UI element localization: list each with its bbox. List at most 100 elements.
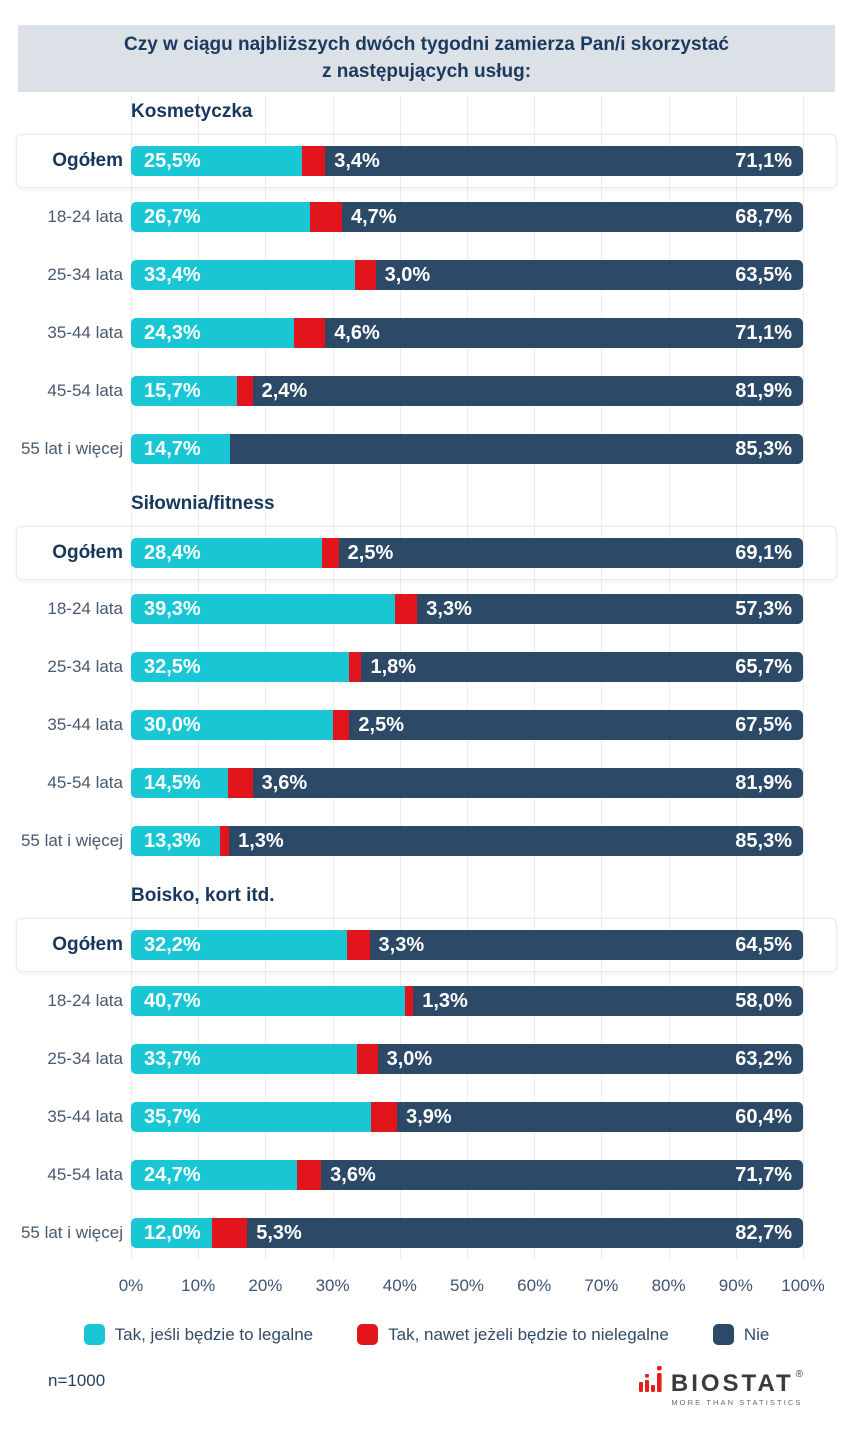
bar-value-yes-legal: 28,4% bbox=[144, 542, 201, 564]
legend-item: Nie bbox=[712, 1324, 770, 1345]
bar-segment-yes-legal: 32,2% bbox=[131, 930, 348, 960]
row-label: Ogółem bbox=[52, 934, 123, 955]
row-label: 18-24 lata bbox=[47, 207, 123, 226]
chart-row: 25-34 lata 32,5% 1,8% 65,7% bbox=[0, 652, 853, 682]
row-label: 45-54 lata bbox=[47, 381, 123, 400]
bar-segment-no: 3,0% 63,2% bbox=[377, 1044, 803, 1074]
stacked-bar: 26,7% 4,7% 68,7% bbox=[131, 202, 803, 232]
bar-segment-yes-legal: 32,5% bbox=[131, 652, 350, 682]
axis-tick-label: 70% bbox=[584, 1276, 619, 1295]
bar-segment-yes-legal: 12,0% bbox=[131, 1218, 212, 1248]
bar-value-yes-legal: 26,7% bbox=[144, 206, 201, 228]
bar-value-no: 85,3% bbox=[735, 438, 792, 460]
bar-segment-yes-legal: 24,7% bbox=[131, 1160, 297, 1190]
bar-track: 35,7% 3,9% 60,4% bbox=[131, 1102, 803, 1132]
bar-value-yes-illegal: 1,8% bbox=[370, 656, 417, 678]
chart-sections: Kosmetyczka Ogółem 25,5% 3,4% 71,1% 18-24 lat… bbox=[0, 100, 853, 1248]
bar-track: 14,5% 3,6% 81,9% bbox=[131, 768, 803, 798]
bar-value-yes-illegal: 3,0% bbox=[386, 1048, 433, 1070]
bar-segment-no: 3,4% 71,1% bbox=[325, 146, 803, 176]
row-label: 35-44 lata bbox=[47, 323, 123, 342]
bar-segment-no: 1,3% 58,0% bbox=[413, 986, 803, 1016]
bar-value-no: 71,1% bbox=[735, 322, 792, 344]
stacked-bar: 33,7% 3,0% 63,2% bbox=[131, 1044, 803, 1074]
chart-row: 45-54 lata 24,7% 3,6% 71,7% bbox=[0, 1160, 853, 1190]
bar-value-no: 65,7% bbox=[735, 656, 792, 678]
bar-track: 40,7% 1,3% 58,0% bbox=[131, 986, 803, 1016]
bar-track: 24,7% 3,6% 71,7% bbox=[131, 1160, 803, 1190]
bar-value-yes-illegal: 1,3% bbox=[422, 990, 468, 1012]
bar-segment-yes-illegal bbox=[211, 1218, 248, 1248]
bar-value-yes-legal: 12,0% bbox=[144, 1222, 201, 1244]
axis-tick-label: 20% bbox=[248, 1276, 283, 1295]
bar-value-no: 69,1% bbox=[735, 542, 792, 564]
bar-value-yes-illegal: 2,5% bbox=[347, 542, 394, 564]
bar-track: 12,0% 5,3% 82,7% bbox=[131, 1218, 803, 1248]
bar-track: 26,7% 4,7% 68,7% bbox=[131, 202, 803, 232]
bar-value-yes-legal: 14,5% bbox=[144, 772, 201, 794]
stacked-bar: 15,7% 2,4% 81,9% bbox=[131, 376, 803, 406]
bar-segment-yes-legal: 30,0% bbox=[131, 710, 333, 740]
bar-segment-yes-legal: 33,4% bbox=[131, 260, 356, 290]
bar-value-yes-legal: 32,2% bbox=[144, 934, 201, 956]
bar-segment-no: 3,6% 81,9% bbox=[252, 768, 803, 798]
bar-segment-yes-legal: 14,5% bbox=[131, 768, 229, 798]
chart-row: Ogółem 32,2% 3,3% 64,5% bbox=[17, 930, 836, 960]
row-label: 35-44 lata bbox=[47, 715, 123, 734]
legend-swatch-yes_legal bbox=[83, 1324, 105, 1345]
stacked-bar: 12,0% 5,3% 82,7% bbox=[131, 1218, 803, 1248]
bar-segment-no: 85,3% bbox=[229, 434, 803, 464]
bar-segment-yes-legal: 40,7% bbox=[131, 986, 405, 1016]
bar-segment-yes-legal: 39,3% bbox=[131, 594, 396, 624]
bar-segment-yes-illegal bbox=[236, 376, 253, 406]
bar-track: 25,5% 3,4% 71,1% bbox=[131, 146, 803, 176]
axis-tick-label: 80% bbox=[651, 1276, 686, 1295]
bar-value-no: 85,3% bbox=[735, 830, 792, 852]
row-label: Ogółem bbox=[52, 150, 123, 171]
section-title: Kosmetyczka bbox=[131, 101, 253, 122]
bar-segment-yes-illegal bbox=[355, 260, 376, 290]
legend-label: Nie bbox=[743, 1324, 770, 1344]
axis-tick-label: 0% bbox=[118, 1276, 144, 1295]
bar-value-yes-illegal: 4,7% bbox=[351, 206, 397, 228]
bar-value-yes-illegal: 3,6% bbox=[330, 1164, 376, 1186]
bar-segment-yes-legal: 15,7% bbox=[131, 376, 237, 406]
bar-value-yes-legal: 40,7% bbox=[144, 990, 201, 1012]
bar-segment-yes-illegal bbox=[321, 538, 339, 568]
axis-tick-label: 40% bbox=[382, 1276, 417, 1295]
bar-value-yes-legal: 33,4% bbox=[144, 264, 201, 286]
legend-label: Tak, jeśli będzie to legalne bbox=[114, 1324, 314, 1344]
bar-segment-no: 3,3% 57,3% bbox=[417, 594, 803, 624]
bar-segment-yes-illegal bbox=[296, 1160, 322, 1190]
bar-segment-no: 5,3% 82,7% bbox=[247, 1218, 803, 1248]
row-label: Ogółem bbox=[52, 542, 123, 563]
bar-value-no: 57,3% bbox=[735, 598, 792, 620]
chart-row: 55 lat i więcej 12,0% 5,3% 82,7% bbox=[0, 1218, 853, 1248]
ogolem-frame: Ogółem 25,5% 3,4% 71,1% bbox=[16, 134, 837, 188]
bar-segment-no: 2,4% 81,9% bbox=[252, 376, 803, 406]
chart-row: 18-24 lata 26,7% 4,7% 68,7% bbox=[0, 202, 853, 232]
row-label: 55 lat i więcej bbox=[20, 439, 123, 458]
bar-segment-yes-legal: 25,5% bbox=[131, 146, 303, 176]
bar-value-yes-legal: 13,3% bbox=[144, 830, 201, 852]
legend: Tak, jeśli będzie to legalne Tak, nawet j… bbox=[0, 1324, 853, 1345]
bar-value-yes-legal: 15,7% bbox=[144, 380, 201, 402]
footer: n=1000 BIOSTAT ® MORE THAN STATISTICS bbox=[0, 1361, 853, 1407]
bar-segment-yes-illegal bbox=[220, 826, 230, 856]
bar-value-no: 81,9% bbox=[735, 380, 792, 402]
bar-segment-yes-legal: 13,3% bbox=[131, 826, 221, 856]
bar-value-no: 63,2% bbox=[735, 1048, 792, 1070]
bar-value-no: 71,1% bbox=[735, 150, 792, 172]
bar-segment-yes-illegal bbox=[302, 146, 326, 176]
bar-value-no: 67,5% bbox=[735, 714, 792, 736]
legend-item: Tak, jeśli będzie to legalne bbox=[83, 1324, 314, 1345]
bar-value-no: 68,7% bbox=[735, 206, 792, 228]
row-label: 25-34 lata bbox=[47, 1049, 123, 1068]
bar-segment-yes-legal: 28,4% bbox=[131, 538, 322, 568]
chart-title-line1: Czy w ciągu najbliższych dwóch tygodni z… bbox=[123, 33, 729, 55]
bar-segment-no: 3,0% 63,5% bbox=[375, 260, 803, 290]
chart-title-line2: z następujących usług: bbox=[321, 60, 532, 82]
bar-segment-no: 3,6% 71,7% bbox=[321, 1160, 803, 1190]
bar-value-yes-illegal: 3,3% bbox=[426, 598, 472, 620]
